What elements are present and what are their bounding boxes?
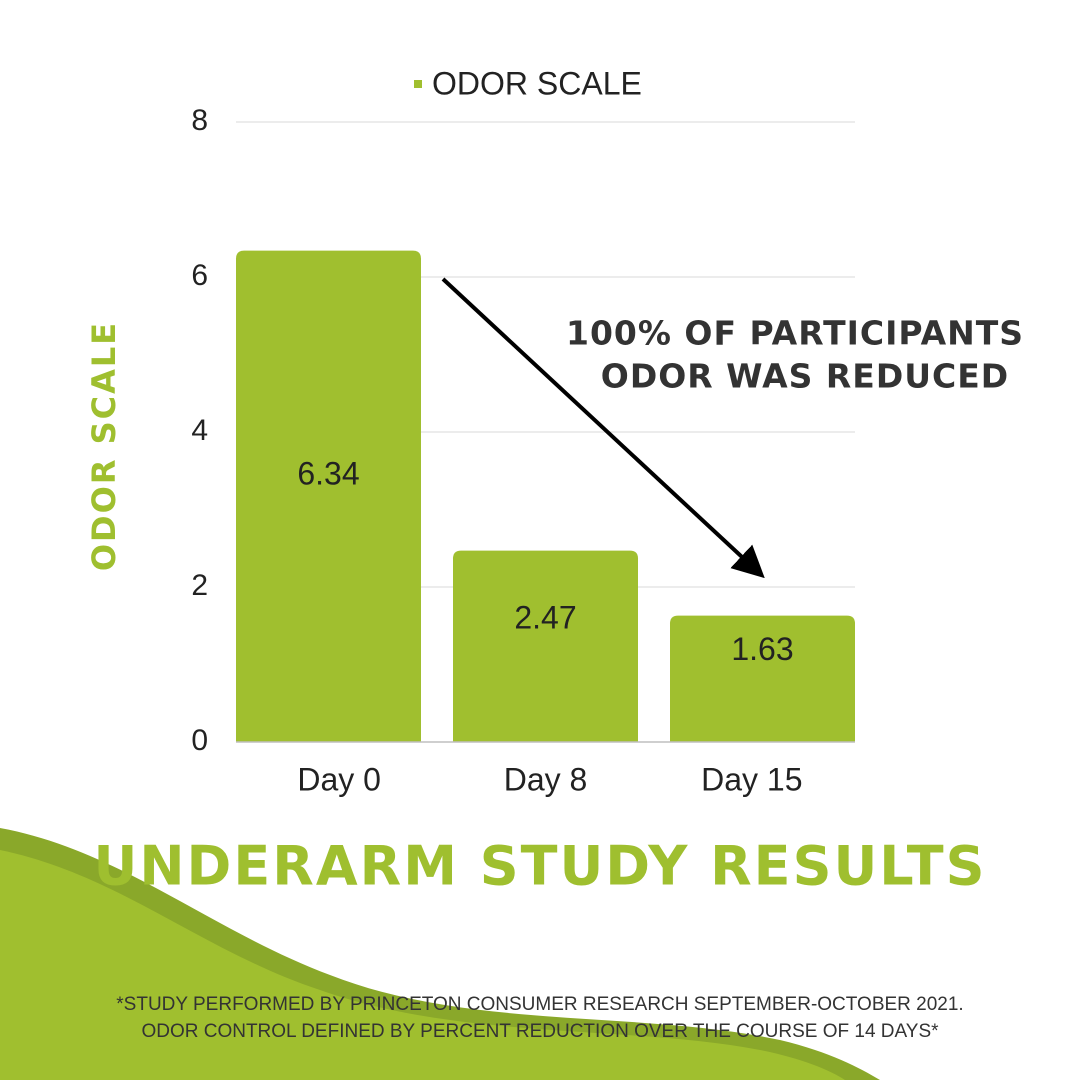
legend-label: ODOR SCALE <box>432 65 642 101</box>
x-tick-label: Day 8 <box>504 761 588 797</box>
y-tick-label: 0 <box>191 724 208 757</box>
bar <box>236 250 421 742</box>
footnote-line: *STUDY PERFORMED BY PRINCETON CONSUMER R… <box>116 994 963 1015</box>
legend-swatch <box>414 80 422 88</box>
annotation-line: 100% OF PARTICIPANTS <box>566 314 1024 353</box>
y-tick-label: 8 <box>191 104 208 137</box>
plot-area: 0 2 4 6 8 ODOR SCALE Day 0 Day 8 Day 15 6.34 2.47 1… <box>191 65 855 797</box>
y-axis-label: ODOR SCALE <box>85 321 123 571</box>
bar <box>670 615 855 742</box>
value-label: 6.34 <box>297 456 359 492</box>
trend-arrow <box>441 277 765 579</box>
chart-title: UNDERARM STUDY RESULTS <box>93 835 986 898</box>
y-tick-label: 6 <box>191 259 208 292</box>
footnote-line: ODOR CONTROL DEFINED BY PERCENT REDUCTIO… <box>141 1021 939 1042</box>
x-tick-label: Day 15 <box>701 761 802 797</box>
background-wave <box>0 850 845 1080</box>
value-label: 2.47 <box>514 600 576 636</box>
y-tick-label: 4 <box>191 414 208 447</box>
annotation-line: ODOR WAS REDUCED <box>601 357 1009 396</box>
y-tick-label: 2 <box>191 569 208 602</box>
bar <box>453 550 638 742</box>
x-tick-label: Day 0 <box>297 761 381 797</box>
value-label: 1.63 <box>731 631 793 667</box>
